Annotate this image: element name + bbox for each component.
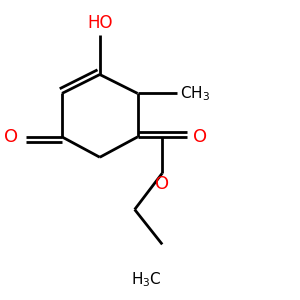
Text: O: O — [155, 175, 169, 193]
Text: O: O — [193, 128, 207, 146]
Text: H$_3$C: H$_3$C — [131, 271, 162, 289]
Text: CH$_3$: CH$_3$ — [180, 84, 210, 103]
Text: O: O — [4, 128, 19, 146]
Text: HO: HO — [87, 14, 112, 32]
